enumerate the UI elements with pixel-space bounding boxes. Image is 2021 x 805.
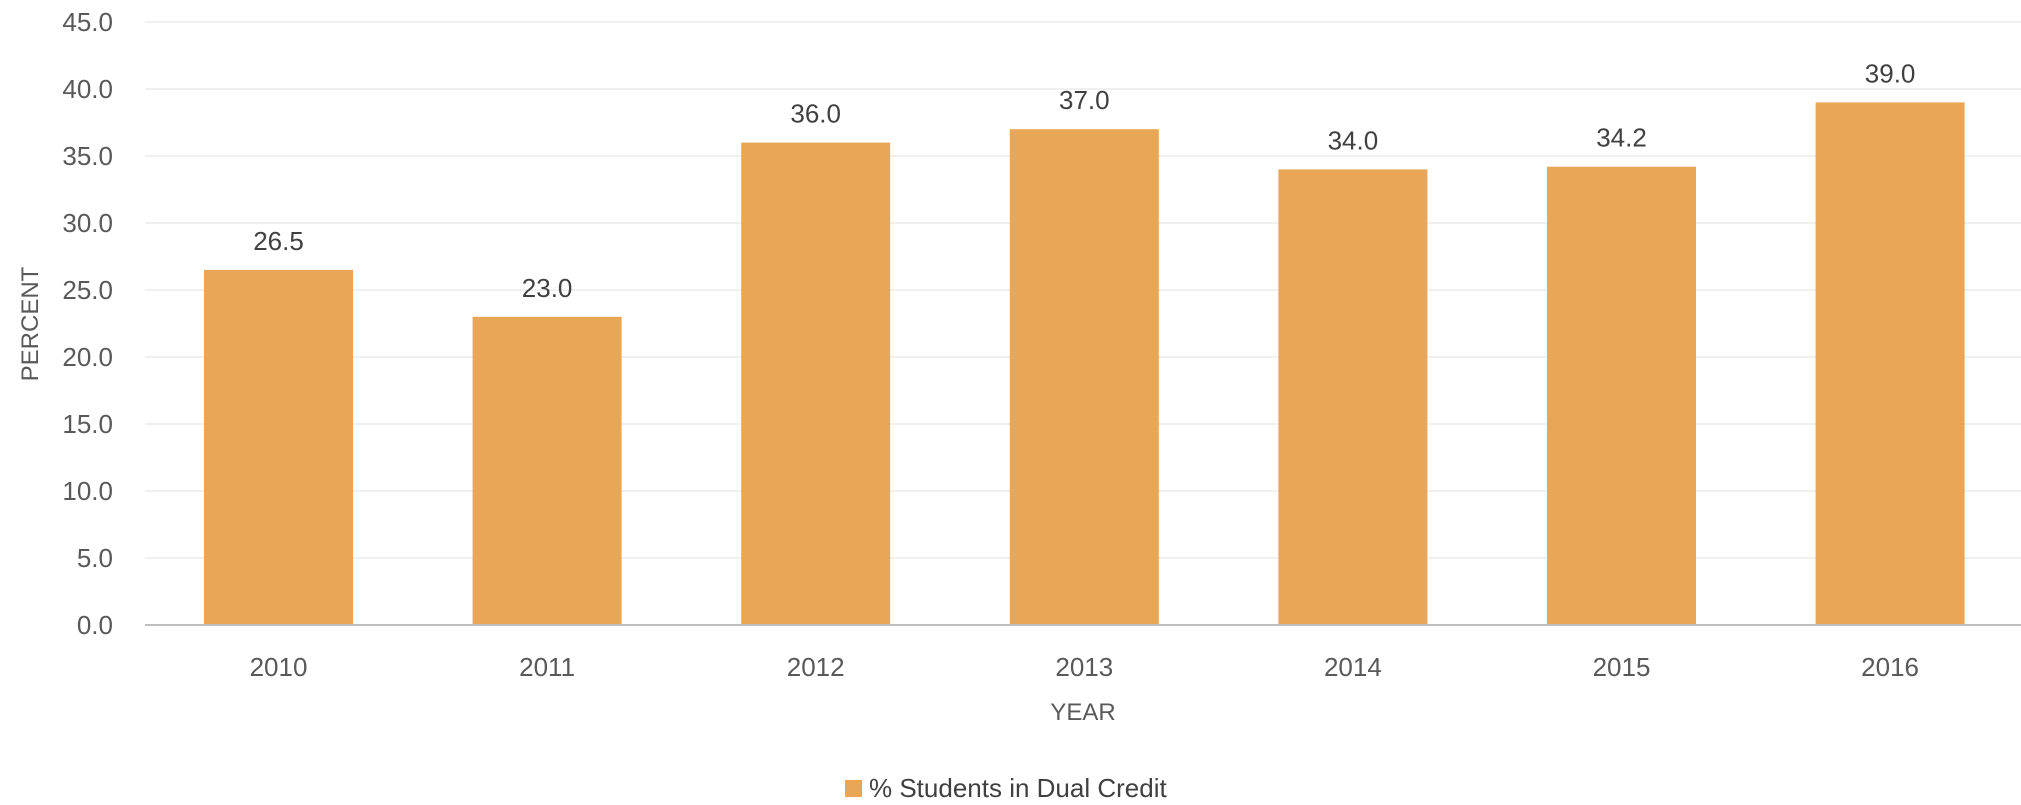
x-tick-label: 2013 [1055, 652, 1113, 682]
y-tick-label: 20.0 [62, 342, 113, 372]
bar-2011 [472, 316, 622, 625]
y-tick-label: 15.0 [62, 409, 113, 439]
bar-2013 [1009, 129, 1159, 625]
x-axis-title: YEAR [1050, 699, 1115, 726]
data-label: 34.0 [1328, 125, 1379, 155]
legend-label: % Students in Dual Credit [869, 773, 1167, 803]
x-tick-labels: 2010 2011 2012 2013 2014 2015 2016 [250, 652, 1919, 682]
bar-2015 [1547, 166, 1696, 625]
data-label: 23.0 [522, 273, 573, 303]
bar-2010 [204, 269, 353, 625]
data-labels: 26.5 23.0 36.0 37.0 34.0 34.2 39.0 [253, 58, 1915, 302]
y-tick-label: 5.0 [77, 543, 113, 573]
data-label: 26.5 [253, 226, 304, 256]
x-tick-label: 2011 [519, 652, 575, 682]
x-tick-label: 2015 [1593, 652, 1651, 682]
data-label: 37.0 [1059, 85, 1110, 115]
y-tick-label: 10.0 [62, 476, 113, 506]
x-tick-label: 2012 [787, 652, 845, 682]
legend: % Students in Dual Credit [845, 773, 1167, 803]
y-tick-label: 0.0 [77, 610, 113, 640]
x-tick-label: 2016 [1861, 652, 1919, 682]
data-label: 39.0 [1865, 58, 1916, 88]
x-tick-label: 2010 [250, 652, 308, 682]
legend-swatch [845, 780, 862, 797]
data-label: 36.0 [790, 99, 841, 129]
y-tick-label: 25.0 [62, 275, 113, 305]
y-tick-label: 30.0 [62, 208, 113, 238]
y-tick-label: 40.0 [62, 74, 113, 104]
y-tick-label: 35.0 [62, 141, 113, 171]
bar-2012 [741, 142, 891, 625]
data-label: 34.2 [1596, 123, 1647, 153]
bar-2016 [1815, 102, 1965, 625]
y-tick-label: 45.0 [62, 7, 113, 37]
y-tick-labels: 0.0 5.0 10.0 15.0 20.0 25.0 30.0 35.0 40.0 45.0 [62, 7, 113, 640]
x-tick-label: 2014 [1324, 652, 1382, 682]
bar-2014 [1278, 169, 1428, 625]
y-axis-title: PERCENT [17, 266, 44, 381]
bars [204, 102, 1965, 625]
